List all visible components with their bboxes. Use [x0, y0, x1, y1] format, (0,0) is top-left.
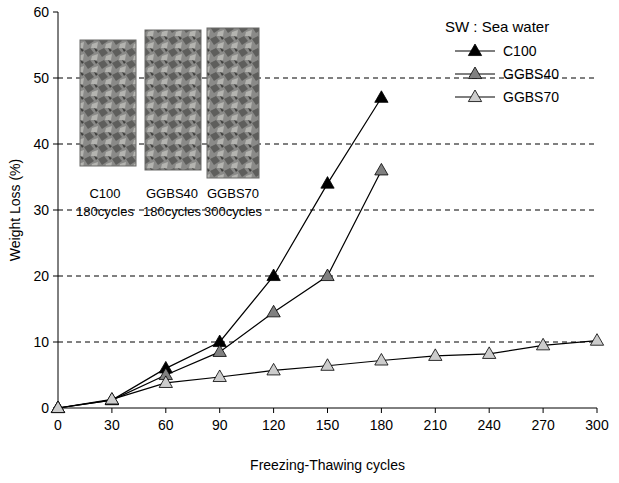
data-point [375, 163, 388, 175]
legend-label: GGBS40 [503, 66, 559, 82]
x-tick [165, 408, 166, 413]
data-point [321, 359, 334, 371]
data-point [51, 401, 64, 413]
y-tick [53, 210, 58, 211]
photo [207, 28, 259, 178]
data-point [321, 177, 334, 189]
photo-caption: 180cycles [143, 204, 201, 219]
x-tick [327, 408, 328, 413]
data-point [159, 376, 172, 388]
photo-caption: 300cycles [204, 204, 262, 219]
y-tick [53, 78, 58, 79]
plot-area [51, 91, 603, 413]
x-tick [543, 408, 544, 413]
photo-label: GGBS40 [146, 186, 198, 201]
photo-caption: 180cycles [76, 204, 134, 219]
y-tick-label: 10 [33, 334, 49, 350]
legend-marker [468, 67, 481, 79]
x-tick-label: 210 [424, 417, 448, 433]
photo-label: GGBS70 [207, 186, 259, 201]
grid-line [58, 144, 597, 145]
grid-line [58, 210, 597, 211]
y-tick-label: 60 [33, 4, 49, 20]
photo-label: C100 [89, 186, 120, 201]
y-tick-label: 30 [33, 202, 49, 218]
x-tick [435, 408, 436, 413]
legend-label: C100 [503, 43, 537, 59]
y-axis-title: Weight Loss (%) [7, 159, 23, 261]
data-point [267, 305, 280, 317]
y-tick [53, 342, 58, 343]
data-point [213, 370, 226, 382]
data-point [590, 334, 603, 346]
y-tick-label: 0 [41, 400, 49, 416]
y-tick-label: 20 [33, 268, 49, 284]
x-tick-label: 300 [585, 417, 609, 433]
data-point [267, 363, 280, 375]
legend-marker [468, 44, 481, 56]
data-point [51, 401, 64, 413]
data-point [51, 401, 64, 413]
y-tick-label: 50 [33, 70, 49, 86]
x-tick [273, 408, 274, 413]
photo [145, 30, 201, 170]
y-tick [53, 12, 58, 13]
x-tick [489, 408, 490, 413]
series-line [58, 98, 381, 408]
data-point [375, 353, 388, 365]
data-point [536, 338, 549, 350]
x-tick-label: 270 [531, 417, 555, 433]
x-tick [111, 408, 112, 413]
data-point [483, 347, 496, 359]
x-tick-label: 150 [316, 417, 340, 433]
y-tick-label: 40 [33, 136, 49, 152]
y-tick [53, 144, 58, 145]
data-point [321, 269, 334, 281]
x-tick-label: 120 [262, 417, 286, 433]
grid-line [58, 342, 597, 343]
x-tick [597, 408, 598, 413]
legend-label: GGBS70 [503, 89, 559, 105]
data-point [375, 91, 388, 103]
x-tick-label: 240 [478, 417, 502, 433]
series-line [58, 341, 597, 408]
x-tick-label: 30 [104, 417, 120, 433]
photo [80, 40, 136, 166]
data-point [105, 393, 118, 405]
series-line [58, 170, 381, 408]
legend-marker [468, 90, 481, 102]
x-tick [381, 408, 382, 413]
data-point [105, 393, 118, 405]
data-point [267, 269, 280, 281]
y-tick [53, 276, 58, 277]
x-tick-label: 0 [54, 417, 62, 433]
legend-title: SW : Sea water [445, 18, 549, 35]
x-tick-label: 90 [212, 417, 228, 433]
data-point [213, 345, 226, 357]
x-tick [219, 408, 220, 413]
x-axis-title: Freezing-Thawing cycles [250, 457, 405, 473]
data-point [429, 349, 442, 361]
data-point [105, 392, 118, 404]
chart: 0 10 20 30 40 50 60 0 30 60 90 120 150 180 210 240 270 30… [0, 0, 619, 483]
x-tick-label: 180 [370, 417, 394, 433]
x-tick-label: 60 [158, 417, 174, 433]
